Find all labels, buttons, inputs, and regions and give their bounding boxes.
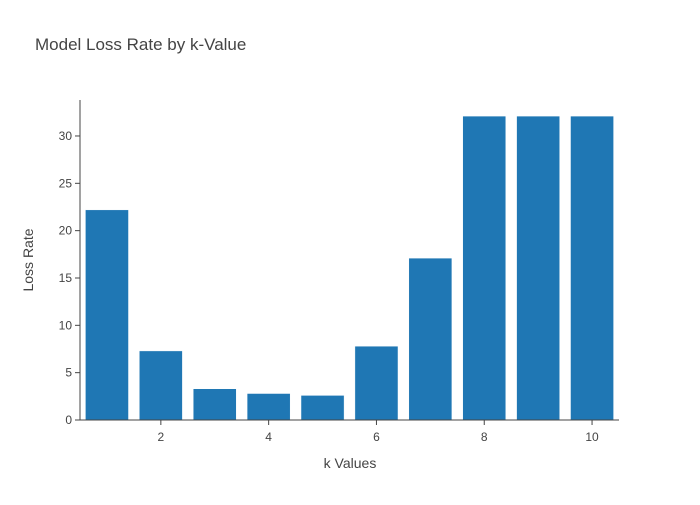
chart-title: Model Loss Rate by k-Value [35, 35, 246, 54]
bar-k-5 [300, 395, 345, 421]
bar-k-10 [570, 115, 614, 421]
bar-k-8 [462, 115, 507, 421]
bar-k-4 [246, 393, 291, 421]
y-tick-label: 5 [65, 366, 72, 380]
bar-k-3 [192, 388, 237, 421]
x-tick-label: 4 [265, 430, 272, 444]
x-axis-title: k Values [324, 455, 377, 471]
bar-k-7 [408, 257, 453, 421]
bar-k-9 [516, 115, 560, 421]
x-tick-label: 10 [585, 430, 599, 444]
bars-group [85, 115, 614, 421]
bar-k-2 [139, 350, 183, 421]
y-axis-ticks: 0 5 10 15 20 25 30 [59, 129, 80, 427]
bar-k-1 [85, 209, 129, 421]
y-tick-label: 30 [59, 129, 73, 143]
y-tick-label: 20 [59, 224, 73, 238]
bar-k-6 [354, 345, 399, 421]
x-tick-label: 6 [373, 430, 380, 444]
y-tick-label: 0 [65, 413, 72, 427]
x-tick-label: 8 [481, 430, 488, 444]
y-tick-label: 25 [59, 176, 73, 190]
x-axis-ticks: 2 4 6 8 10 [158, 420, 599, 444]
y-tick-label: 10 [59, 318, 73, 332]
y-tick-label: 15 [59, 271, 73, 285]
x-tick-label: 2 [158, 430, 165, 444]
y-axis-title: Loss Rate [20, 228, 36, 291]
